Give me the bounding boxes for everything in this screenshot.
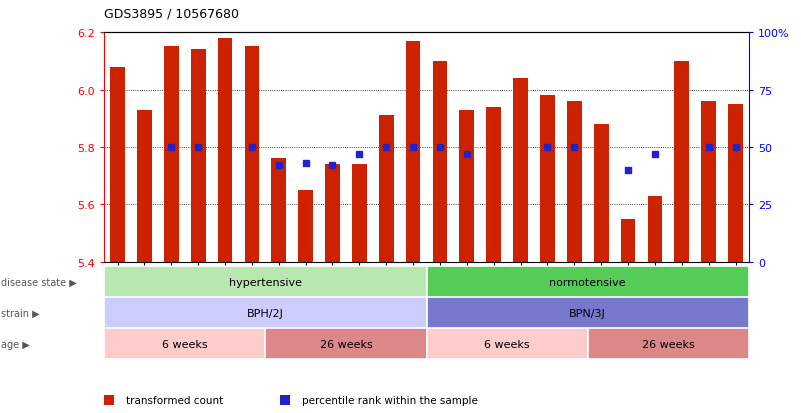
Bar <box>218 39 232 262</box>
Bar <box>104 297 427 328</box>
Bar <box>621 219 635 262</box>
Text: BPH/2J: BPH/2J <box>247 308 284 318</box>
Bar <box>513 79 528 262</box>
Bar <box>272 159 286 262</box>
Text: transformed count: transformed count <box>126 395 223 405</box>
Bar <box>427 266 749 297</box>
Bar <box>540 96 555 262</box>
Bar <box>244 47 260 262</box>
Text: 26 weeks: 26 weeks <box>320 339 372 349</box>
Bar <box>379 116 393 262</box>
Text: hypertensive: hypertensive <box>229 277 302 287</box>
Text: GDS3895 / 10567680: GDS3895 / 10567680 <box>104 8 239 21</box>
Bar <box>265 328 427 359</box>
Bar <box>427 297 749 328</box>
Bar <box>460 110 474 262</box>
Bar <box>486 107 501 262</box>
Text: disease state ▶: disease state ▶ <box>1 277 77 287</box>
Bar <box>325 165 340 262</box>
Bar <box>427 328 588 359</box>
Text: strain ▶: strain ▶ <box>1 308 39 318</box>
Bar <box>406 42 421 262</box>
Bar <box>567 102 582 262</box>
Text: 26 weeks: 26 weeks <box>642 339 694 349</box>
Text: 6 weeks: 6 weeks <box>485 339 530 349</box>
Bar <box>594 125 609 262</box>
Bar <box>728 104 743 262</box>
Bar <box>111 67 125 262</box>
Bar <box>433 62 447 262</box>
Bar <box>588 328 749 359</box>
Bar <box>164 47 179 262</box>
Text: BPN/3J: BPN/3J <box>570 308 606 318</box>
Text: age ▶: age ▶ <box>1 339 30 349</box>
Bar <box>104 328 265 359</box>
Text: 6 weeks: 6 weeks <box>162 339 207 349</box>
Bar <box>352 165 367 262</box>
Bar <box>137 110 152 262</box>
Bar <box>647 196 662 262</box>
Bar <box>298 191 313 262</box>
Bar <box>674 62 689 262</box>
Text: normotensive: normotensive <box>549 277 626 287</box>
Bar <box>104 266 427 297</box>
Bar <box>701 102 716 262</box>
Text: percentile rank within the sample: percentile rank within the sample <box>302 395 478 405</box>
Bar <box>191 50 206 262</box>
